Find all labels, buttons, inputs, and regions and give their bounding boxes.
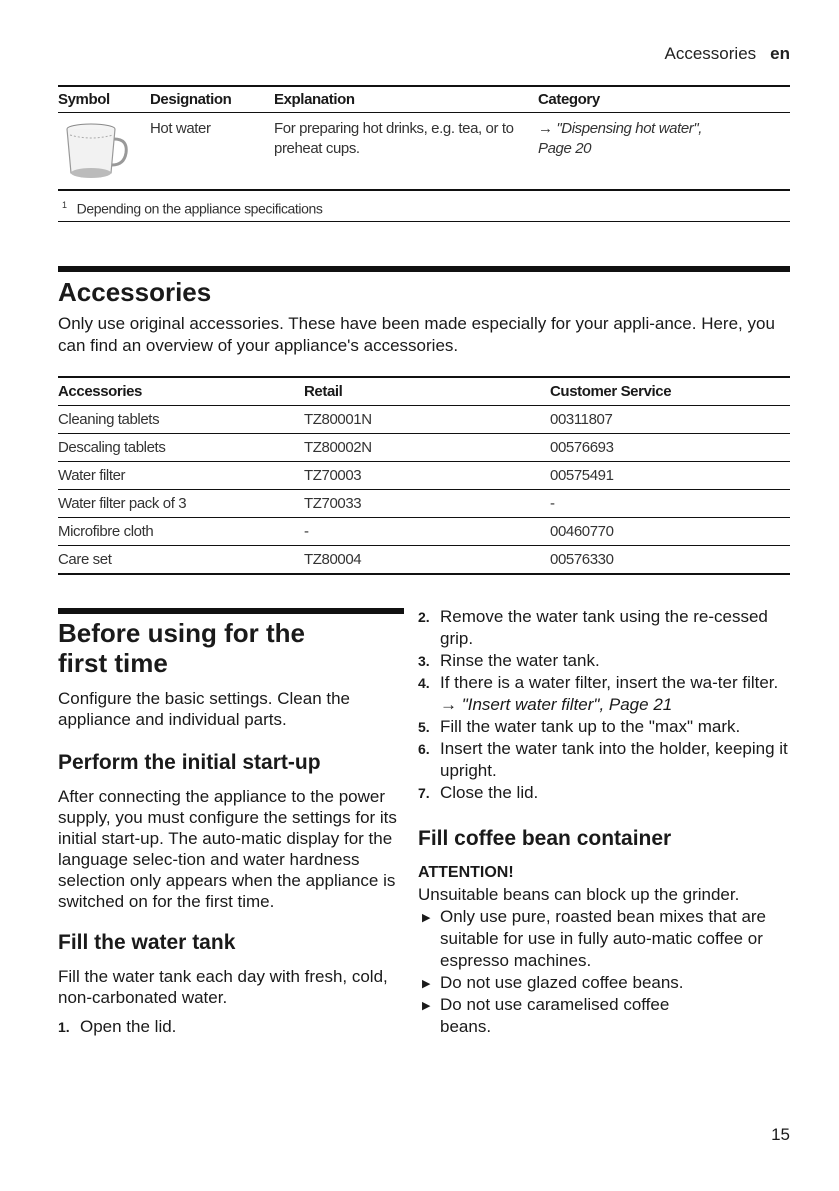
step-7: 7. Close the lid. bbox=[418, 782, 788, 804]
retail-number: TZ80004 bbox=[304, 545, 550, 575]
bullet-triangle-icon: ▶ bbox=[422, 912, 431, 924]
step-6: 6. Insert the water tank into the holder,… bbox=[418, 738, 788, 782]
step-text: Open the lid. bbox=[80, 1017, 177, 1036]
service-number: 00460770 bbox=[550, 517, 790, 546]
col-header: Customer Service bbox=[550, 376, 790, 406]
step-text: Rinse the water tank. bbox=[440, 651, 600, 670]
section-rule bbox=[58, 266, 790, 272]
table-row: Water filter TZ70003 00575491 bbox=[58, 461, 790, 490]
attention-label: ATTENTION! bbox=[418, 864, 514, 881]
table-row: Care set TZ80004 00576330 bbox=[58, 545, 790, 575]
accessories-title: Accessories bbox=[58, 277, 212, 307]
accessory-name: Descaling tablets bbox=[58, 433, 304, 462]
step-text: Remove the water tank using the re-cesse… bbox=[440, 607, 768, 648]
bullet-text: Only use pure, roasted bean mixes that a… bbox=[440, 907, 767, 970]
insert-filter-link[interactable]: → "Insert water filter", Page 21 bbox=[440, 695, 673, 714]
step-number: 1. bbox=[58, 1019, 70, 1035]
accessory-name: Water filter pack of 3 bbox=[58, 489, 304, 518]
service-number: 00576693 bbox=[550, 433, 790, 462]
retail-number: - bbox=[304, 517, 550, 546]
startup-title: Perform the initial start-up bbox=[58, 751, 321, 774]
header-section: Accessories bbox=[664, 44, 757, 63]
step-1: 1. Open the lid. bbox=[58, 1016, 404, 1038]
step-number: 2. bbox=[418, 609, 430, 625]
table-row: Microfibre cloth -00460770 bbox=[58, 517, 790, 546]
header-language: en bbox=[770, 44, 790, 63]
col-header: Symbol bbox=[58, 85, 150, 113]
col-header: Explanation bbox=[274, 85, 538, 113]
table-row: Water filter pack of 3 TZ70033- bbox=[58, 489, 790, 518]
symbols-table: Symbol Designation Explanation Category … bbox=[58, 85, 790, 222]
step-3: 3. Rinse the water tank. bbox=[418, 650, 788, 672]
bullet-item: ▶ Only use pure, roasted bean mixes that … bbox=[418, 906, 788, 972]
glass-mug-icon bbox=[58, 113, 150, 191]
retail-number: TZ70033 bbox=[304, 489, 550, 518]
tank-text: Fill the water tank each day with fresh,… bbox=[58, 967, 388, 1007]
step-text: Close the lid. bbox=[440, 783, 539, 802]
page-number: 15 bbox=[771, 1125, 790, 1144]
service-number: 00576330 bbox=[550, 545, 790, 575]
bullet-text: Do not use glazed coffee beans. bbox=[440, 973, 684, 992]
service-number: - bbox=[550, 489, 790, 518]
attention-text: Unsuitable beans can block up the grinde… bbox=[418, 885, 740, 904]
accessory-name: Microfibre cloth bbox=[58, 517, 304, 546]
accessory-name: Cleaning tablets bbox=[58, 405, 304, 434]
accessory-name: Care set bbox=[58, 545, 304, 575]
step-number: 7. bbox=[418, 785, 430, 801]
first-use-intro: Configure the basic settings. Clean the … bbox=[58, 689, 351, 729]
step-4: 4. If there is a water filter, insert the… bbox=[418, 672, 788, 716]
step-2: 2. Remove the water tank using the re-ces… bbox=[418, 606, 788, 650]
running-header: Accessories en bbox=[665, 44, 790, 64]
step-number: 6. bbox=[418, 741, 430, 757]
service-number: 00575491 bbox=[550, 461, 790, 490]
step-text: Insert the water tank into the holder, k… bbox=[440, 739, 788, 780]
bullet-item: ▶ Do not use glazed coffee beans. bbox=[418, 972, 788, 994]
first-use-title: Before using for the first time bbox=[58, 618, 306, 678]
retail-number: TZ70003 bbox=[304, 461, 550, 490]
accessories-intro: Only use original accessories. These hav… bbox=[58, 314, 775, 355]
bullet-triangle-icon: ▶ bbox=[422, 1000, 431, 1012]
explanation: For preparing hot drinks, e.g. tea, or t… bbox=[274, 120, 514, 157]
col-header: Category bbox=[538, 85, 790, 113]
section-rule bbox=[58, 608, 404, 614]
accessories-table: Accessories Retail Customer Service Clea… bbox=[58, 376, 790, 575]
accessory-name: Water filter bbox=[58, 461, 304, 490]
col-header: Accessories bbox=[58, 376, 304, 406]
footnote-text: Depending on the appliance specification… bbox=[76, 200, 323, 217]
footnote-mark: 1 bbox=[62, 200, 67, 210]
step-number: 3. bbox=[418, 653, 430, 669]
step-5: 5. Fill the water tank up to the "max" ma… bbox=[418, 716, 788, 738]
col-header: Retail bbox=[304, 376, 550, 406]
bullet-text: Do not use caramelised coffee beans. bbox=[440, 995, 670, 1036]
step-number: 4. bbox=[418, 675, 430, 691]
step-text: Fill the water tank up to the "max" mark… bbox=[440, 717, 741, 736]
service-number: 00311807 bbox=[550, 405, 790, 434]
designation: Hot water bbox=[150, 120, 211, 137]
step-number: 5. bbox=[418, 719, 430, 735]
retail-number: TZ80001N bbox=[304, 405, 550, 434]
bullet-item: ▶ Do not use caramelised coffee beans. bbox=[418, 994, 788, 1038]
col-header: Designation bbox=[150, 85, 274, 113]
retail-number: TZ80002N bbox=[304, 433, 550, 462]
table-row: Descaling tablets TZ80002N 00576693 bbox=[58, 433, 790, 462]
table-row: Cleaning tablets TZ80001N 00311807 bbox=[58, 405, 790, 434]
category-link[interactable]: → "Dispensing hot water", Page 20 bbox=[538, 120, 703, 157]
bullet-triangle-icon: ▶ bbox=[422, 978, 431, 990]
beans-title: Fill coffee bean container bbox=[418, 827, 672, 850]
startup-text: After connecting the appliance to the po… bbox=[58, 787, 397, 911]
tank-title: Fill the water tank bbox=[58, 931, 236, 954]
step-text: If there is a water filter, insert the w… bbox=[440, 673, 779, 692]
footnote-row: 1 Depending on the appliance specificatio… bbox=[58, 189, 790, 222]
table-row: Hot water For preparing hot drinks, e.g.… bbox=[58, 113, 790, 191]
